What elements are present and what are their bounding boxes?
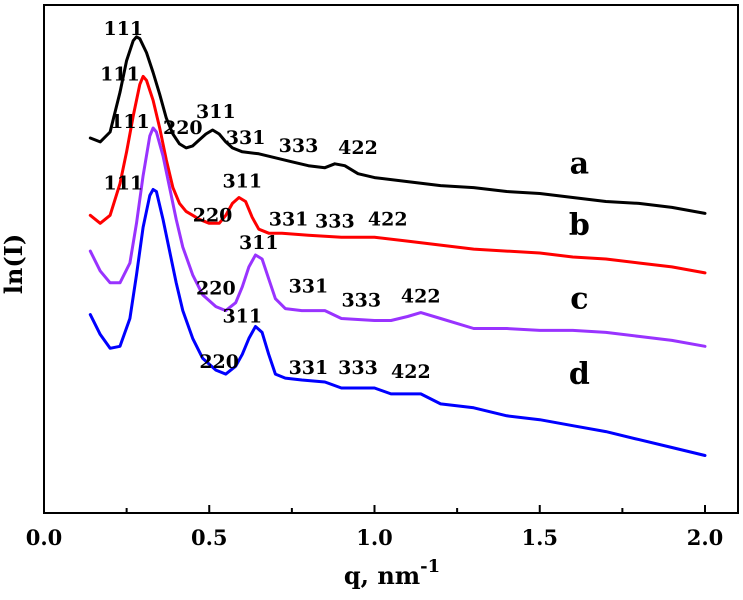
series-line-c xyxy=(88,126,707,348)
series-labels: ab c d xyxy=(569,147,590,392)
peak-label-d-331: 331 xyxy=(289,357,329,379)
x-tick-label: 0.0 xyxy=(26,525,63,550)
peak-label-a-220: 220 xyxy=(163,117,203,139)
series-line-d xyxy=(88,188,707,457)
plot-area xyxy=(43,4,739,514)
peak-label-a-422: 422 xyxy=(338,137,378,159)
plot-frame xyxy=(43,4,739,514)
peak-label-b-311: 311 xyxy=(222,171,262,193)
series-line-b xyxy=(88,74,707,275)
peak-label-b-333: 333 xyxy=(315,210,355,232)
x-axis-title-superscript: -1 xyxy=(420,556,440,577)
peak-label-c-111: 111 xyxy=(110,111,150,133)
series-line-a xyxy=(88,35,707,215)
x-axis: 0.0 0.5 1.0 1.5 2.0 xyxy=(26,505,724,550)
peak-label-b-331: 331 xyxy=(269,208,309,230)
peak-label-c-220: 220 xyxy=(196,278,236,300)
peak-label-b-220: 220 xyxy=(193,204,233,226)
x-axis-title-main: q, nm xyxy=(344,561,420,590)
series-curves xyxy=(88,35,707,457)
y-axis-title: ln(I) xyxy=(0,234,28,295)
x-axis-title: q, nm-1 xyxy=(344,556,440,590)
axis-titles: q, nm-1 ln(I) xyxy=(0,234,440,590)
peak-label-a-311: 311 xyxy=(196,101,236,123)
peak-label-c-331: 331 xyxy=(289,276,329,298)
peak-label-a-331: 331 xyxy=(226,127,266,149)
series-label-d: d xyxy=(569,357,590,392)
peak-label-d-220: 220 xyxy=(199,351,239,373)
peak-label-a-333: 333 xyxy=(279,135,319,157)
peak-label-c-311: 311 xyxy=(239,232,279,254)
peak-label-a-111: 111 xyxy=(103,18,143,40)
peak-label-b-422: 422 xyxy=(368,208,408,230)
series-label-c: c xyxy=(570,282,588,317)
x-tick-label: 1.5 xyxy=(521,525,558,550)
series-label-a: a xyxy=(570,147,589,182)
peak-label-d-111: 111 xyxy=(103,173,143,195)
peak-label-d-333: 333 xyxy=(338,357,378,379)
peak-label-b-111: 111 xyxy=(100,63,140,85)
peak-label-c-422: 422 xyxy=(401,286,441,308)
peak-label-c-333: 333 xyxy=(341,290,381,312)
x-tick-label: 1.0 xyxy=(356,525,393,550)
peak-label-d-422: 422 xyxy=(391,361,431,383)
series-label-b: b xyxy=(569,208,590,243)
peak-label-d-311: 311 xyxy=(222,306,262,328)
x-tick-label: 2.0 xyxy=(687,525,724,550)
x-tick-label: 0.5 xyxy=(191,525,228,550)
